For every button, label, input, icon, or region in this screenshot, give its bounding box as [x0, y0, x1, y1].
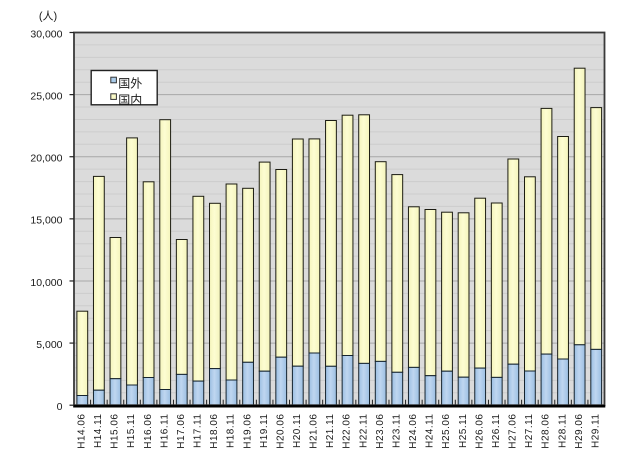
- svg-text:H24.06: H24.06: [408, 414, 419, 449]
- svg-text:H28.06: H28.06: [541, 414, 552, 449]
- svg-text:H15.11: H15.11: [126, 414, 137, 449]
- svg-text:H23.06: H23.06: [375, 414, 386, 449]
- svg-text:0: 0: [57, 401, 63, 413]
- svg-text:H20.11: H20.11: [292, 414, 303, 449]
- svg-text:10,000: 10,000: [30, 277, 62, 289]
- svg-text:H21.06: H21.06: [309, 414, 320, 449]
- svg-text:15,000: 15,000: [30, 215, 62, 227]
- svg-text:H26.11: H26.11: [491, 414, 502, 449]
- svg-text:H21.11: H21.11: [325, 414, 336, 449]
- svg-text:H20.06: H20.06: [275, 414, 286, 449]
- svg-text:H23.11: H23.11: [391, 414, 402, 449]
- svg-text:国外: 国外: [118, 77, 142, 91]
- svg-text:H17.11: H17.11: [193, 414, 204, 449]
- svg-text:H14.06: H14.06: [76, 414, 87, 449]
- svg-text:(人): (人): [39, 10, 57, 23]
- svg-text:H27.11: H27.11: [524, 414, 535, 449]
- svg-text:H28.11: H28.11: [557, 414, 568, 449]
- svg-text:H18.11: H18.11: [226, 414, 237, 449]
- svg-text:H29.06: H29.06: [574, 414, 585, 449]
- svg-text:5,000: 5,000: [36, 339, 62, 351]
- svg-text:H19.11: H19.11: [259, 414, 270, 449]
- svg-text:国内: 国内: [118, 93, 142, 107]
- svg-text:H25.11: H25.11: [458, 414, 469, 449]
- svg-text:25,000: 25,000: [30, 90, 62, 102]
- svg-text:H19.06: H19.06: [242, 414, 253, 449]
- svg-text:H16.11: H16.11: [159, 414, 170, 449]
- svg-text:H14.11: H14.11: [93, 414, 104, 449]
- svg-text:H29.11: H29.11: [590, 414, 601, 449]
- svg-text:H27.06: H27.06: [508, 414, 519, 449]
- svg-text:H16.06: H16.06: [143, 414, 154, 449]
- svg-text:20,000: 20,000: [30, 153, 62, 165]
- svg-text:H25.06: H25.06: [441, 414, 452, 449]
- svg-text:H22.11: H22.11: [358, 414, 369, 449]
- svg-text:H22.06: H22.06: [342, 414, 353, 449]
- svg-text:30,000: 30,000: [30, 28, 62, 40]
- svg-text:H24.11: H24.11: [425, 414, 436, 449]
- svg-text:H18.06: H18.06: [209, 414, 220, 449]
- svg-text:H26.06: H26.06: [474, 414, 485, 449]
- svg-text:H15.06: H15.06: [110, 414, 121, 449]
- svg-text:H17.06: H17.06: [176, 414, 187, 449]
